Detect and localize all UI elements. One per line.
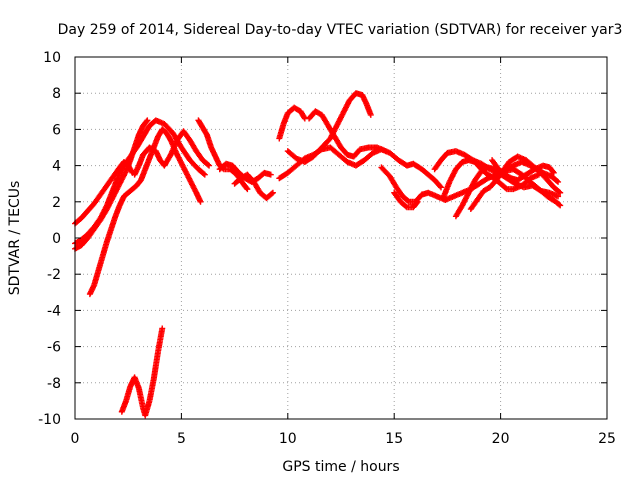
data-point xyxy=(553,177,560,184)
series-arc-5 xyxy=(118,325,166,419)
chart-title: Day 259 of 2014, Sidereal Day-to-day VTE… xyxy=(58,22,623,38)
data-point xyxy=(556,188,563,195)
series-arc-12 xyxy=(284,90,374,165)
x-tick-label: 20 xyxy=(492,431,510,447)
data-point xyxy=(549,168,556,175)
data-point xyxy=(557,189,564,196)
data-point xyxy=(438,184,445,191)
y-tick-label: -10 xyxy=(38,412,61,428)
x-tick-label: 0 xyxy=(71,431,80,447)
data-point xyxy=(555,193,562,200)
y-axis-label: SDTVAR / TECUs xyxy=(7,181,23,296)
data-point xyxy=(201,171,208,178)
data-point xyxy=(556,201,563,208)
series-arc-20 xyxy=(489,157,557,184)
y-tick-label: -6 xyxy=(47,340,61,356)
axis-ticks: 0 5 10 15 20 25 -10 -8 -6 -4 -2 0 2 4 6 8 10 xyxy=(38,50,616,447)
data-point xyxy=(197,198,204,205)
series-arc-8 xyxy=(216,160,274,185)
y-tick-label: 4 xyxy=(52,159,61,175)
series-arc-10 xyxy=(276,104,308,142)
series-arc-17 xyxy=(440,157,542,202)
series-arc-6 xyxy=(131,128,213,178)
x-tick-label: 10 xyxy=(279,431,297,447)
series-arc-13 xyxy=(306,108,389,160)
series-arc-9 xyxy=(231,171,276,202)
data-point xyxy=(268,190,275,197)
x-tick-label: 5 xyxy=(177,431,186,447)
x-tick-label: 15 xyxy=(385,431,403,447)
data-point xyxy=(413,199,420,206)
data-point xyxy=(367,111,374,118)
y-tick-label: 8 xyxy=(52,86,61,102)
data-points xyxy=(72,90,564,419)
data-point xyxy=(143,118,150,125)
y-tick-label: -8 xyxy=(47,376,61,392)
y-tick-label: 0 xyxy=(52,231,61,247)
data-point xyxy=(267,171,274,178)
data-point xyxy=(414,198,421,205)
data-point xyxy=(244,186,251,193)
series-arc-15 xyxy=(391,189,421,211)
data-point xyxy=(555,178,562,185)
x-tick-label: 25 xyxy=(598,431,616,447)
y-tick-label: 2 xyxy=(52,195,61,211)
data-point xyxy=(206,162,213,169)
data-point xyxy=(437,183,444,190)
data-point xyxy=(144,117,151,124)
data-point xyxy=(557,202,564,209)
y-tick-label: 6 xyxy=(52,122,61,138)
data-point xyxy=(159,325,166,332)
data-point xyxy=(205,161,211,168)
data-point xyxy=(200,170,207,177)
data-point xyxy=(550,169,557,176)
data-point xyxy=(269,189,276,196)
y-tick-label: -4 xyxy=(47,303,61,319)
x-axis-label: GPS time / hours xyxy=(282,459,399,475)
data-point xyxy=(382,148,389,155)
data-point xyxy=(243,185,250,192)
series-arc-7 xyxy=(195,117,251,193)
y-tick-label: 10 xyxy=(43,50,61,66)
y-tick-label: -2 xyxy=(47,267,61,283)
data-point xyxy=(301,114,308,121)
